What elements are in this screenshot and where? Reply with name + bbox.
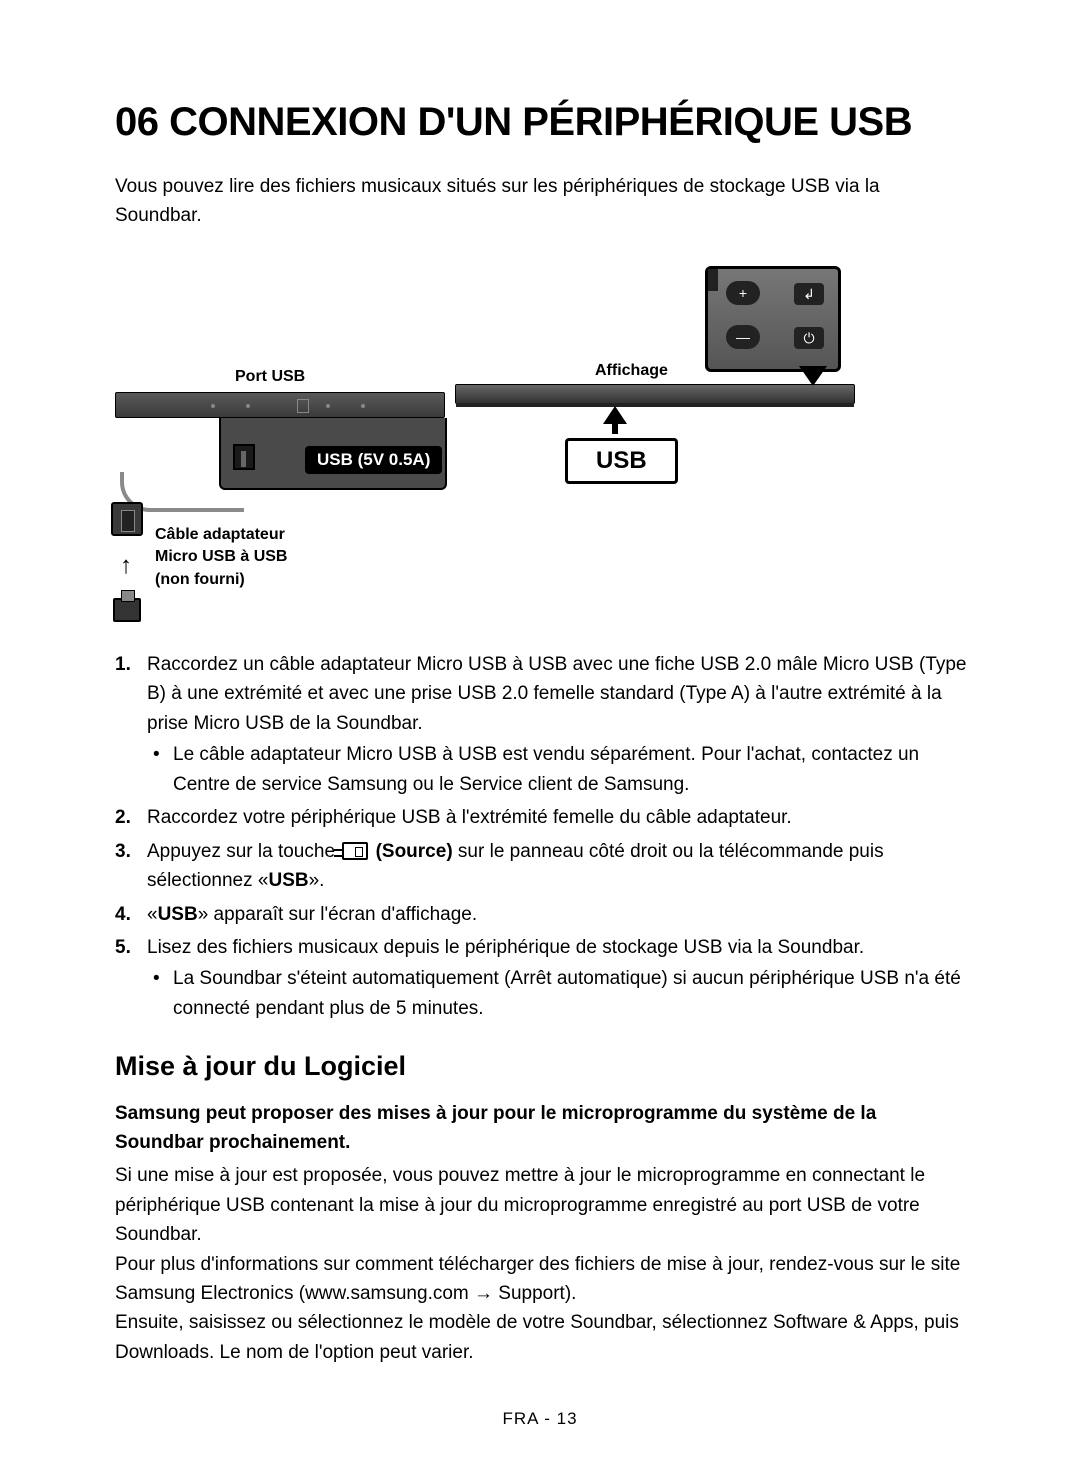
step-1: Raccordez un câble adaptateur Micro USB …: [115, 650, 970, 799]
step-3: Appuyez sur la touche (Source) sur le pa…: [115, 837, 970, 896]
step-4: «USB» apparaît sur l'écran d'affichage.: [115, 900, 970, 929]
display-usb-indicator: USB: [565, 438, 678, 484]
software-update-heading: Mise à jour du Logiciel: [115, 1051, 970, 1082]
affichage-label: Affichage: [595, 362, 668, 380]
pointer-to-display-icon: [603, 406, 627, 424]
micro-usb-port-icon: [233, 444, 255, 470]
source-button-icon: [342, 842, 368, 860]
step-2: Raccordez votre périphérique USB à l'ext…: [115, 803, 970, 832]
remote-volume-up-icon: +: [726, 281, 760, 305]
port-usb-label: Port USB: [235, 368, 305, 386]
soundbar-front-illustration: [455, 384, 855, 404]
connection-diagram: Port USB Affichage USB (5V 0.5A) ↑ Câble…: [115, 260, 970, 640]
instruction-list: Raccordez un câble adaptateur Micro USB …: [115, 650, 970, 1023]
update-bold-intro: Samsung peut proposer des mises à jour p…: [115, 1100, 970, 1157]
step-1-note: Le câble adaptateur Micro USB à USB est …: [147, 740, 970, 799]
update-paragraph-2: Pour plus d'informations sur comment tél…: [115, 1250, 970, 1309]
step-5: Lisez des fichiers musicaux depuis le pé…: [115, 933, 970, 1023]
remote-control-illustration: + — ↲ ⏻: [705, 266, 841, 372]
soundbar-bottom-illustration: [115, 392, 445, 418]
update-paragraph-3: Ensuite, saisissez ou sélectionnez le mo…: [115, 1308, 970, 1367]
remote-volume-down-icon: —: [726, 325, 760, 349]
intro-text: Vous pouvez lire des fichiers musicaux s…: [115, 173, 970, 230]
cable-adapter-label: Câble adaptateur Micro USB à USB (non fo…: [155, 524, 287, 591]
usb-thumbdrive-icon: [113, 598, 141, 622]
remote-source-icon: ↲: [794, 283, 824, 305]
page-title: 06 CONNEXION D'UN PÉRIPHÉRIQUE USB: [115, 100, 970, 145]
pointer-from-remote-icon: [799, 366, 827, 386]
update-paragraph-1: Si une mise à jour est proposée, vous po…: [115, 1161, 970, 1249]
usb-adapter-female-icon: [111, 502, 143, 536]
remote-volume-rocker: [708, 269, 718, 291]
usb-spec-badge: USB (5V 0.5A): [305, 446, 442, 474]
page-footer: FRA - 13: [0, 1409, 1080, 1429]
remote-power-icon: ⏻: [794, 327, 824, 349]
arrow-up-icon: ↑: [120, 552, 132, 580]
step-5-note: La Soundbar s'éteint automatiquement (Ar…: [147, 964, 970, 1023]
